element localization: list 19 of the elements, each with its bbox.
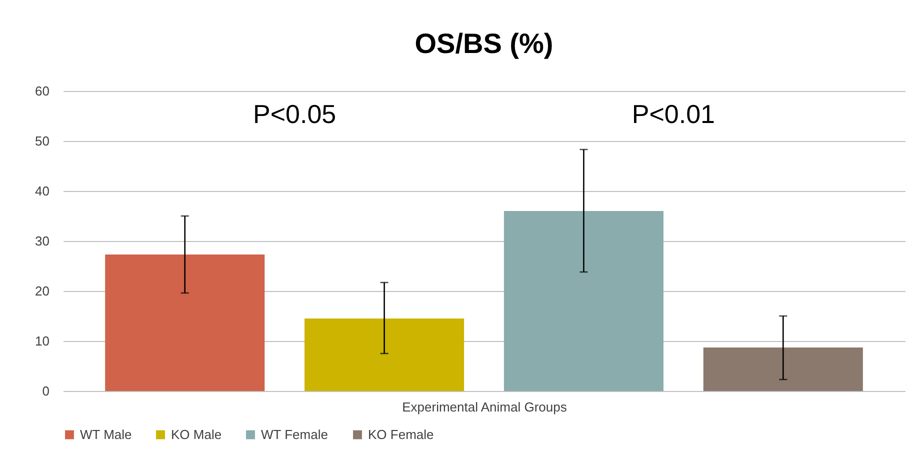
bar (105, 254, 265, 391)
legend-label: KO Female (368, 426, 434, 442)
y-tick-label: 40 (35, 184, 50, 198)
annotation: P<0.05 (252, 99, 336, 129)
y-tick-label: 10 (35, 334, 50, 348)
legend-label: WT Female (261, 426, 328, 442)
bar (703, 348, 863, 391)
y-tick-label: 50 (35, 134, 50, 148)
y-tick-label: 30 (35, 234, 50, 248)
y-tick-label: 60 (35, 84, 50, 98)
chart-title: OS/BS (%) (414, 28, 554, 59)
legend-label: WT Male (80, 426, 132, 442)
bar (504, 211, 664, 391)
y-tick-label: 20 (35, 284, 50, 298)
legend-label: KO Male (171, 426, 222, 442)
x-axis-title: Experimental Animal Groups (402, 400, 568, 414)
annotation: P<0.01 (632, 99, 716, 129)
bar (304, 318, 464, 391)
y-tick-label: 0 (42, 384, 50, 398)
